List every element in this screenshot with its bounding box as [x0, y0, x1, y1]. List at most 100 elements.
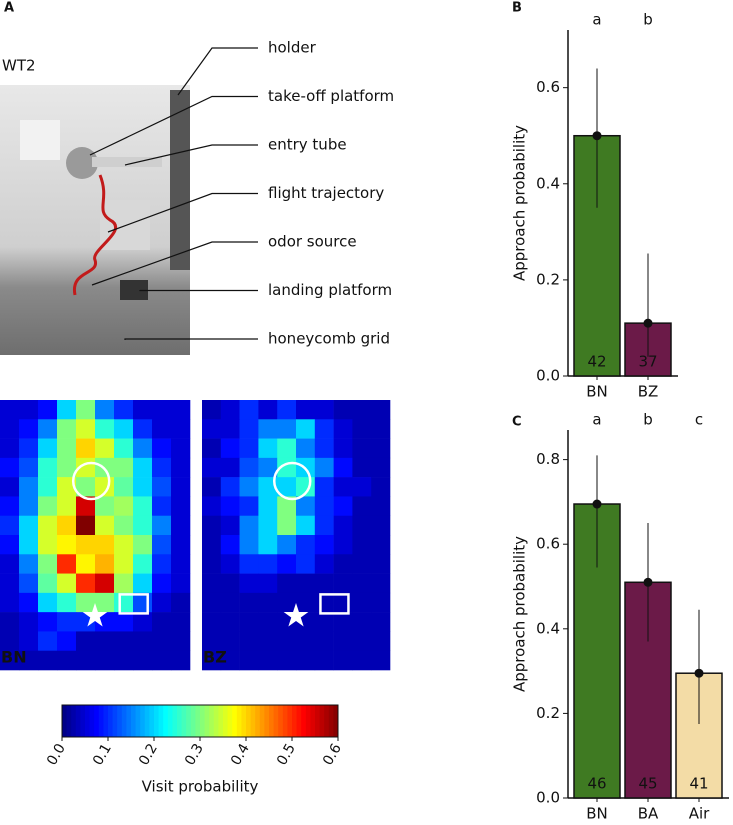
heat-cell: [239, 515, 259, 536]
panel-label: C: [512, 415, 522, 430]
heat-cell: [202, 457, 222, 478]
heat-cell: [277, 438, 297, 459]
heat-cell: [239, 554, 259, 574]
colorbar-segment: [94, 705, 100, 737]
heat-cell: [0, 496, 20, 517]
x-tick-label: BZ: [638, 383, 659, 401]
heat-cell: [0, 438, 20, 459]
colorbar-segment: [177, 705, 183, 737]
colorbar-segment: [75, 705, 81, 737]
heat-cell: [0, 400, 20, 420]
heat-cell: [38, 631, 58, 652]
heat-cell: [258, 515, 278, 536]
heat-cell: [133, 554, 153, 574]
heat-cell: [76, 554, 96, 574]
heat-cell: [352, 477, 372, 497]
heat-cell: [57, 573, 77, 594]
colorbar-segment: [186, 705, 192, 737]
heat-cell: [19, 631, 39, 652]
heat-cell: [38, 457, 58, 478]
heat-cell: [0, 650, 20, 671]
colorbar-segment: [204, 705, 210, 737]
x-tick-label: BN: [586, 805, 608, 823]
heat-cell: [202, 400, 222, 420]
heat-cell: [239, 612, 259, 632]
heat-cell: [114, 515, 134, 536]
heat-cell: [171, 573, 191, 594]
colorbar-segment: [310, 705, 316, 737]
heat-cell: [57, 438, 77, 459]
heat-cell: [171, 400, 191, 420]
mean-point: [694, 668, 704, 678]
odor-source-star: [82, 603, 108, 627]
heat-cell: [76, 535, 96, 555]
heat-cell: [95, 554, 115, 574]
heat-cell: [114, 554, 134, 574]
heat-cell: [277, 419, 297, 439]
colorbar-tick-label: 0.6: [320, 741, 345, 768]
heat-cell: [171, 554, 191, 574]
heat-cell: [239, 419, 259, 439]
heat-cell: [0, 535, 20, 555]
heat-cell: [314, 535, 334, 555]
colorbar-segment: [264, 705, 270, 737]
sig-letter: a: [592, 411, 601, 429]
heat-cell: [314, 554, 334, 574]
heat-cell: [371, 496, 391, 517]
heat-cell: [95, 419, 115, 439]
y-tick-label: 0.0: [536, 367, 560, 385]
heat-cell: [239, 650, 259, 671]
heat-cell: [171, 419, 191, 439]
heat-cell: [38, 496, 58, 517]
panel-label: A: [4, 1, 14, 16]
heat-cell: [333, 477, 353, 497]
heat-cell: [296, 515, 316, 536]
mean-point: [643, 318, 653, 328]
y-tick-label: 0.6: [536, 78, 560, 96]
heat-cell: [220, 400, 240, 420]
heat-cell: [171, 592, 191, 613]
heat-cell: [277, 554, 297, 574]
heat-cell: [0, 631, 20, 652]
heat-cell: [314, 592, 334, 613]
heat-cell: [133, 650, 153, 671]
heat-cell: [76, 592, 96, 613]
heat-cell: [114, 535, 134, 555]
heat-cell: [239, 477, 259, 497]
colorbar-segment: [140, 705, 146, 737]
annotation: landing platform: [268, 281, 392, 299]
colorbar-segment: [66, 705, 72, 737]
heat-cell: [19, 419, 39, 439]
colorbar-segment: [112, 705, 118, 737]
n-label: 46: [587, 775, 606, 793]
heat-cell: [314, 438, 334, 459]
heat-cell: [152, 631, 172, 652]
heat-cell: [152, 573, 172, 594]
heat-cell: [202, 650, 222, 671]
heat-cell: [239, 457, 259, 478]
colorbar-segment: [80, 705, 86, 737]
y-tick-label: 0.4: [536, 619, 560, 637]
heat-cell: [57, 631, 77, 652]
heat-cell: [19, 650, 39, 671]
heat-cell: [19, 535, 39, 555]
heat-cell: [258, 535, 278, 555]
heat-cell: [95, 438, 115, 459]
heat-cell: [314, 515, 334, 536]
colorbar-segment: [292, 705, 298, 737]
heat-cell: [114, 457, 134, 478]
colorbar-segment: [255, 705, 261, 737]
heat-cell: [296, 554, 316, 574]
heat-cell: [171, 650, 191, 671]
heat-cell: [0, 612, 20, 632]
heat-cell: [258, 400, 278, 420]
heat-cell: [95, 650, 115, 671]
heat-cell: [258, 457, 278, 478]
colorbar-segment: [163, 705, 169, 737]
heat-cell: [76, 477, 96, 497]
heat-cell: [371, 554, 391, 574]
heat-cell: [202, 573, 222, 594]
heat-cell: [333, 457, 353, 478]
heat-cell: [352, 515, 372, 536]
heat-cell: [296, 400, 316, 420]
